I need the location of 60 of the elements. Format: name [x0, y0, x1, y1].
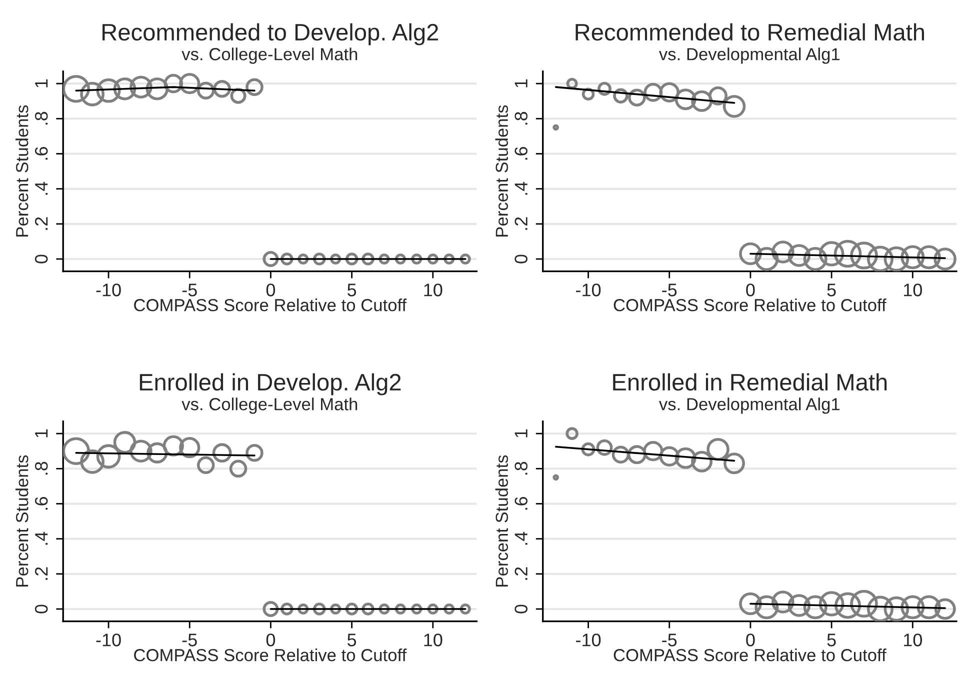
- chart-title: Enrolled in Develop. Alg2: [140, 373, 401, 396]
- y-tick-label: .6: [514, 147, 528, 160]
- x-tick-label: -5: [662, 284, 677, 296]
- y-axis-title: Percent Students: [16, 455, 28, 586]
- y-tick-label: 0: [514, 254, 528, 264]
- y-tick-label: .4: [35, 532, 48, 545]
- y-tick-label: .8: [34, 112, 48, 125]
- x-tick-label: -5: [182, 634, 197, 646]
- y-tick-label: .2: [514, 567, 528, 580]
- y-tick-label: .8: [514, 462, 528, 475]
- x-tick-label: -10: [96, 634, 121, 646]
- x-tick-label: -5: [182, 284, 197, 296]
- y-tick-label: 0: [34, 604, 48, 614]
- y-axis-title: Percent Students: [495, 455, 508, 586]
- y-axis-title: Percent Students: [16, 105, 28, 236]
- y-tick-label: 1: [514, 79, 528, 88]
- x-tick-label: 0: [266, 634, 276, 646]
- y-tick-label: .2: [514, 217, 528, 230]
- y-tick-label: .4: [514, 532, 528, 545]
- chart-title: Recommended to Remedial Math: [576, 23, 924, 41]
- x-axis-title: COMPASS Score Relative to Cutoff: [614, 648, 886, 662]
- chart-title: Recommended to Develop. Alg2: [102, 23, 438, 46]
- x-tick-label: 5: [827, 634, 836, 646]
- y-tick-label: 1: [35, 429, 48, 438]
- x-tick-label: -5: [662, 634, 677, 646]
- chart-subtitle: vs. Developmental Alg1: [658, 48, 840, 64]
- y-tick-label: 0: [34, 254, 48, 264]
- y-tick-label: 0: [514, 604, 528, 614]
- chart-subtitle: vs. College-Level Math: [182, 398, 358, 414]
- y-tick-label: .2: [34, 217, 48, 230]
- y-tick-label: .6: [514, 497, 528, 510]
- x-tick-label: 10: [904, 284, 922, 296]
- x-axis-title: COMPASS Score Relative to Cutoff: [134, 648, 407, 662]
- y-tick-label: 1: [35, 79, 48, 88]
- x-tick-label: 5: [348, 634, 356, 646]
- x-tick-label: 5: [827, 284, 836, 296]
- chart-subtitle: vs. College-Level Math: [182, 48, 358, 64]
- x-axis-title: COMPASS Score Relative to Cutoff: [614, 298, 886, 312]
- x-tick-label: 0: [746, 634, 755, 646]
- y-tick-label: .6: [34, 147, 48, 160]
- x-tick-label: 5: [348, 284, 356, 296]
- x-tick-label: 10: [904, 634, 922, 646]
- y-tick-label: .8: [34, 462, 48, 475]
- x-tick-label: 10: [424, 634, 442, 646]
- x-tick-label: 0: [746, 284, 755, 296]
- x-tick-label: -10: [576, 284, 601, 296]
- y-tick-label: .4: [514, 182, 528, 195]
- y-tick-label: 1: [514, 429, 528, 438]
- x-tick-label: 10: [424, 284, 442, 296]
- x-axis-title: COMPASS Score Relative to Cutoff: [134, 298, 407, 312]
- chart-title: Enrolled in Remedial Math: [613, 373, 887, 391]
- y-axis-title: Percent Students: [495, 105, 508, 236]
- y-tick-label: .8: [514, 112, 528, 125]
- x-tick-label: -10: [96, 284, 121, 296]
- y-tick-label: .4: [35, 182, 48, 195]
- x-tick-label: 0: [266, 284, 276, 296]
- x-tick-label: -10: [576, 634, 601, 646]
- y-tick-label: .6: [34, 497, 48, 510]
- y-tick-label: .2: [34, 567, 48, 580]
- chart-subtitle: vs. Developmental Alg1: [658, 398, 840, 414]
